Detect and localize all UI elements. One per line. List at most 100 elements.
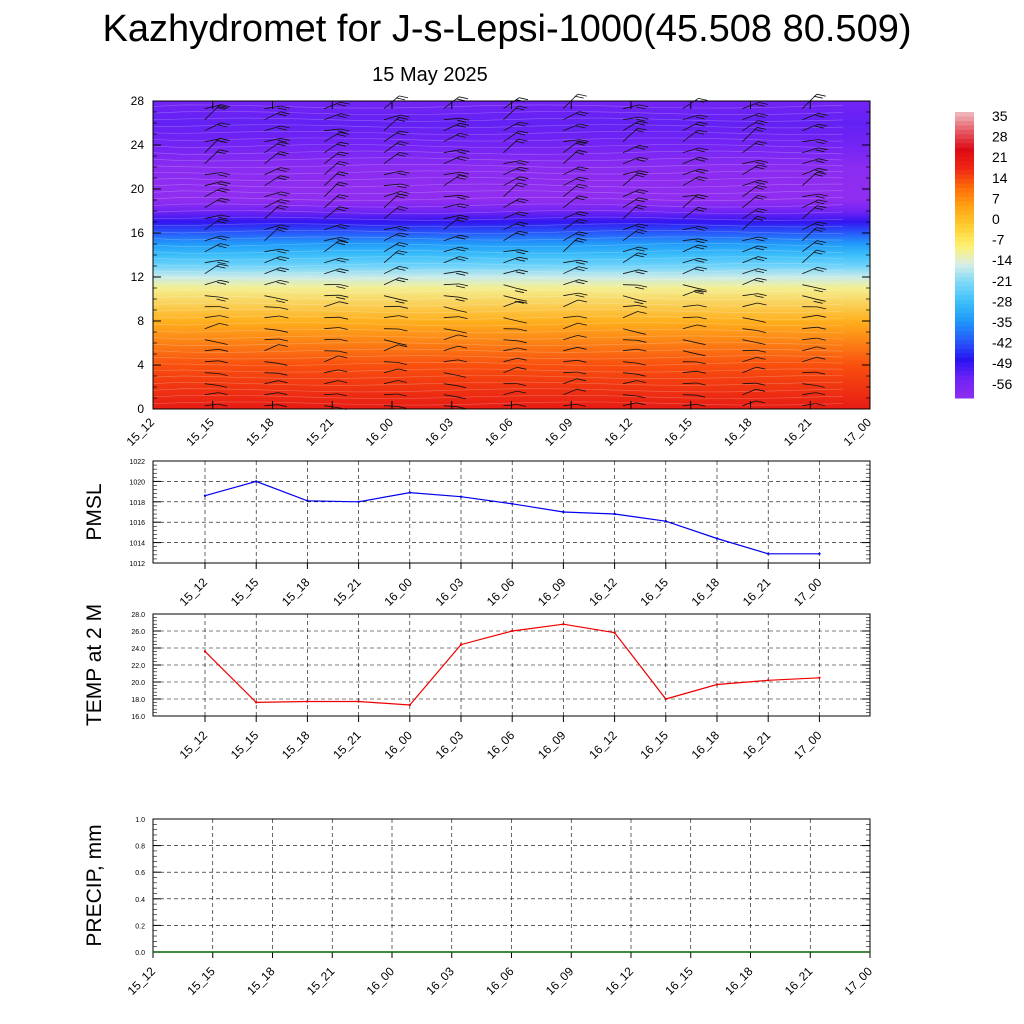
wind-barb-staff bbox=[204, 392, 219, 396]
wind-barb-staff bbox=[742, 245, 759, 253]
wind-barb-flag bbox=[219, 315, 229, 318]
wind-barb-flag bbox=[397, 368, 408, 372]
wind-barb-flag bbox=[399, 141, 409, 144]
wind-barb-staff bbox=[383, 277, 400, 286]
wind-barb-staff bbox=[383, 339, 398, 344]
colorbar-cell bbox=[955, 170, 974, 176]
wind-barb-staff bbox=[742, 366, 757, 374]
wind-barb-flag bbox=[815, 392, 825, 395]
wind-barb-staff bbox=[443, 256, 460, 264]
isotherm-line bbox=[152, 210, 844, 215]
wind-barb-flag bbox=[455, 98, 466, 102]
temp2m-ytick-label: 28.0 bbox=[131, 612, 145, 619]
wind-barb-staff bbox=[204, 383, 219, 386]
wind-barb-flag bbox=[219, 149, 229, 153]
temp2m-ytick-label: 24.0 bbox=[131, 646, 145, 653]
wind-barb-flag bbox=[756, 357, 766, 360]
precip-xtick-label: 16_03 bbox=[423, 964, 457, 998]
wind-barb-flag bbox=[279, 280, 289, 283]
wind-barb-flag bbox=[697, 206, 708, 210]
colorbar-cell bbox=[955, 339, 974, 345]
wind-barb-flag bbox=[757, 185, 767, 188]
wind-barb-flag bbox=[753, 217, 764, 221]
wind-barb-staff bbox=[324, 405, 338, 408]
colorbar-cell bbox=[955, 322, 974, 327]
wind-barb-flag bbox=[517, 328, 528, 332]
wind-barb-flag bbox=[336, 296, 346, 300]
wind-barb-flag bbox=[635, 248, 645, 252]
wind-barb-staff bbox=[742, 256, 759, 264]
wind-barb-staff bbox=[443, 246, 460, 253]
isotherm-line bbox=[152, 394, 844, 399]
colorbar-cell bbox=[955, 357, 974, 363]
wind-barb-flag bbox=[575, 261, 585, 265]
wind-barb-staff bbox=[802, 267, 818, 275]
wind-barb-flag bbox=[694, 268, 705, 272]
wind-barb-flag bbox=[575, 294, 585, 298]
wind-barb-flag bbox=[695, 131, 705, 135]
wind-barb-flag bbox=[758, 236, 768, 240]
wind-barb-staff bbox=[204, 214, 222, 220]
wind-barb-flag bbox=[816, 337, 826, 341]
wind-barb-staff bbox=[742, 268, 759, 275]
wind-barb-flag bbox=[218, 183, 228, 187]
wind-barb-staff bbox=[802, 346, 817, 352]
wind-barb-flag bbox=[339, 301, 349, 305]
pmsl-xtick-label: 16_06 bbox=[484, 575, 518, 609]
colorbar-label: 35 bbox=[992, 108, 1008, 124]
wind-barb-flag bbox=[756, 342, 766, 345]
wind-barb-staff bbox=[503, 284, 519, 290]
pmsl-ytick-label: 1014 bbox=[129, 541, 145, 548]
wind-barb-flag bbox=[220, 214, 231, 218]
wind-barb-staff bbox=[563, 378, 578, 385]
isotherm-line bbox=[152, 328, 844, 333]
heatmap-xtick-label: 16_21 bbox=[781, 415, 815, 449]
wind-barb-flag bbox=[218, 385, 228, 388]
wind-barb-flag bbox=[757, 302, 767, 306]
wind-barb-staff bbox=[264, 344, 279, 352]
pmsl-ytick-label: 1016 bbox=[129, 520, 145, 527]
wind-barb-flag bbox=[517, 340, 527, 344]
wind-barb-flag bbox=[217, 199, 227, 203]
wind-barb-staff bbox=[503, 366, 518, 374]
wind-barb-staff bbox=[682, 176, 699, 187]
wind-barb-flag bbox=[518, 256, 529, 260]
wind-barb-flag bbox=[634, 301, 644, 305]
temp2m-xtick-label: 15_15 bbox=[228, 728, 262, 762]
wind-barb-flag bbox=[577, 315, 588, 319]
isotherm-line bbox=[152, 295, 844, 300]
wind-barb-flag bbox=[395, 119, 405, 122]
colorbar-cell bbox=[955, 348, 974, 354]
precip-xtick-label: 16_21 bbox=[782, 964, 816, 998]
wind-barb-staff bbox=[264, 328, 279, 331]
wind-barb-flag bbox=[638, 223, 649, 227]
wind-barb-flag bbox=[694, 208, 705, 212]
wind-barb-flag bbox=[577, 299, 588, 303]
wind-barb-flag bbox=[516, 162, 526, 165]
wind-barb-flag bbox=[456, 258, 466, 261]
isotherm-line bbox=[152, 289, 844, 294]
isotherm-line bbox=[153, 361, 844, 366]
wind-barb-staff bbox=[503, 404, 518, 407]
wind-barb-staff bbox=[443, 270, 460, 275]
wind-barb-staff bbox=[443, 234, 460, 242]
wind-barb-flag bbox=[756, 382, 766, 386]
wind-barb-flag bbox=[335, 173, 346, 177]
wind-barb-staff bbox=[503, 198, 520, 209]
wind-barb-flag bbox=[221, 104, 231, 107]
wind-barb-flag bbox=[280, 248, 290, 252]
wind-barb-staff bbox=[443, 117, 461, 121]
wind-barb-flag bbox=[400, 114, 410, 118]
wind-barb-flag bbox=[695, 123, 705, 127]
isotherm-line bbox=[152, 381, 844, 386]
wind-barb-staff bbox=[443, 383, 458, 387]
wind-barb-flag bbox=[579, 111, 589, 114]
pmsl-xtick-label: 16_09 bbox=[535, 575, 569, 609]
wind-barb-flag bbox=[695, 116, 706, 120]
wind-barb-staff bbox=[563, 371, 578, 374]
wind-barb-staff bbox=[383, 368, 399, 374]
wind-barb-staff bbox=[682, 289, 698, 297]
wind-barb-flag bbox=[577, 371, 587, 375]
temp2m-xtick-label: 16_06 bbox=[484, 728, 518, 762]
isotherm-line bbox=[152, 130, 844, 135]
